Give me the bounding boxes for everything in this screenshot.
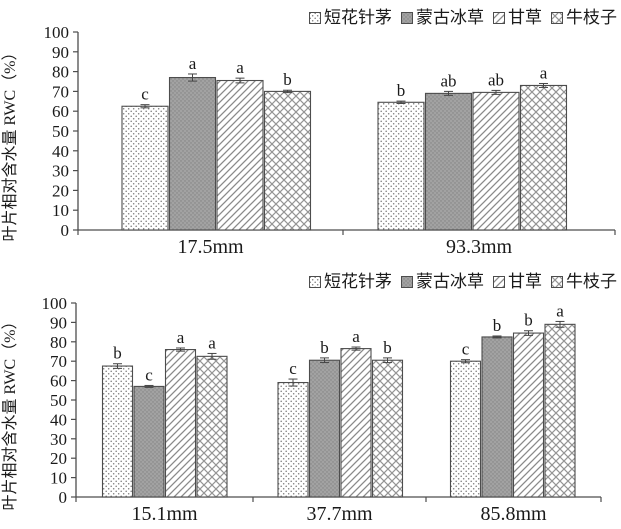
category-label: 37.7mm [306,503,373,525]
bar [424,92,473,231]
legend-label: 短花针茅 [324,8,392,27]
legend-label: 甘草 [508,272,542,291]
legend-item: 短花针茅 [309,9,392,26]
legend-label: 蒙古冰草 [416,8,484,27]
sig-letter: b [383,338,392,357]
sig-letter: c [289,359,297,378]
y-tick-label: 90 [50,313,67,332]
bar [121,105,169,231]
y-tick-label: 30 [52,162,69,181]
legend-label: 牛枝子 [566,8,617,27]
sig-letter: ab [440,71,456,90]
sig-letter: a [540,63,548,82]
category-label: 93.3mm [446,236,513,258]
bar [216,79,264,231]
bar [377,101,425,231]
sig-letter: b [113,344,122,363]
legend-label: 短花针茅 [324,272,392,291]
category-label: 15.1mm [131,503,198,525]
y-tick-label: 50 [50,391,67,410]
bar [164,349,197,498]
sig-letter: c [145,365,153,384]
sig-letter: c [462,340,470,359]
bar [519,84,568,231]
y-axis-title: 叶片相对含水量 RWC（%） [1,45,19,242]
y-tick-label: 90 [52,43,69,62]
y-tick-label: 0 [59,488,68,507]
legend-item: 牛枝子 [551,273,617,290]
y-tick-label: 0 [61,221,70,240]
crosshatch-swatch-icon [551,275,563,288]
y-tick-label: 100 [42,294,68,313]
y-tick-label: 10 [50,469,67,488]
sig-letter: a [208,333,216,352]
sig-letter: ab [488,70,504,89]
diagonal-swatch-icon [493,275,505,288]
bar [263,90,312,231]
sig-letter: b [320,338,329,357]
legend-item: 甘草 [493,273,542,290]
y-tick-label: 10 [52,201,69,220]
y-tick-label: 30 [50,430,67,449]
y-axis-title: 叶片相对含水量 RWC（%） [1,314,19,511]
y-tick-label: 40 [52,142,69,161]
legend-item: 牛枝子 [551,9,617,26]
sig-letter: a [556,301,564,320]
y-tick-label: 20 [52,181,69,200]
bar [196,355,228,498]
bar [101,365,134,498]
rwc-bar-chart-top: 短花针茅 蒙古冰草 甘草 牛枝子 0 10 20 30 40 50 60 70 80 90 100 叶片相对… [1,9,617,258]
category-label: 17.5mm [177,236,244,258]
bar [168,76,217,231]
category-label: 85.8mm [480,503,547,525]
y-tick-label: 60 [52,102,69,121]
bar [308,359,341,498]
y-tick-label: 50 [52,122,69,141]
sig-letter: b [493,316,502,335]
sig-letter: b [283,70,292,89]
y-tick-label: 70 [50,352,67,371]
legend: 短花针茅 蒙古冰草 甘草 牛枝子 [309,9,617,26]
dots-swatch-icon [309,11,321,24]
legend: 短花针茅 蒙古冰草 甘草 牛枝子 [309,273,617,290]
y-tick-label: 60 [50,372,67,391]
legend-label: 蒙古冰草 [416,272,484,291]
legend-item: 甘草 [493,9,542,26]
gray-swatch-icon [401,11,413,24]
bar [340,348,372,498]
y-tick-label: 100 [44,23,70,42]
bar [481,336,513,498]
sig-letter: a [236,58,244,77]
legend-item: 短花针茅 [309,273,392,290]
legend-label: 甘草 [508,8,542,27]
y-tick-label: 80 [50,333,67,352]
y-tick-label: 80 [52,63,69,82]
y-tick-label: 70 [52,82,69,101]
bar [544,323,576,498]
sig-letter: c [141,85,149,104]
legend-item: 蒙古冰草 [401,9,484,26]
sig-letter: b [524,311,533,330]
y-tick-label: 40 [50,410,67,429]
legend-item: 蒙古冰草 [401,273,484,290]
bar [472,91,520,231]
bar [512,332,545,498]
sig-letter: a [177,328,185,347]
bar [277,381,309,498]
sig-letter: b [397,81,406,100]
bar [449,360,482,498]
crosshatch-swatch-icon [551,11,563,24]
dots-swatch-icon [309,275,321,288]
sig-letter: a [352,327,360,346]
y-tick-label: 20 [50,449,67,468]
bar [371,359,404,498]
sig-letter: a [189,54,197,73]
legend-label: 牛枝子 [566,272,617,291]
rwc-bar-chart-bottom: 短花针茅 蒙古冰草 甘草 牛枝子 0 10 20 30 40 50 60 70 80 90 100 叶片相对… [0,265,621,529]
diagonal-swatch-icon [493,11,505,24]
bar [133,385,165,498]
gray-swatch-icon [401,275,413,288]
